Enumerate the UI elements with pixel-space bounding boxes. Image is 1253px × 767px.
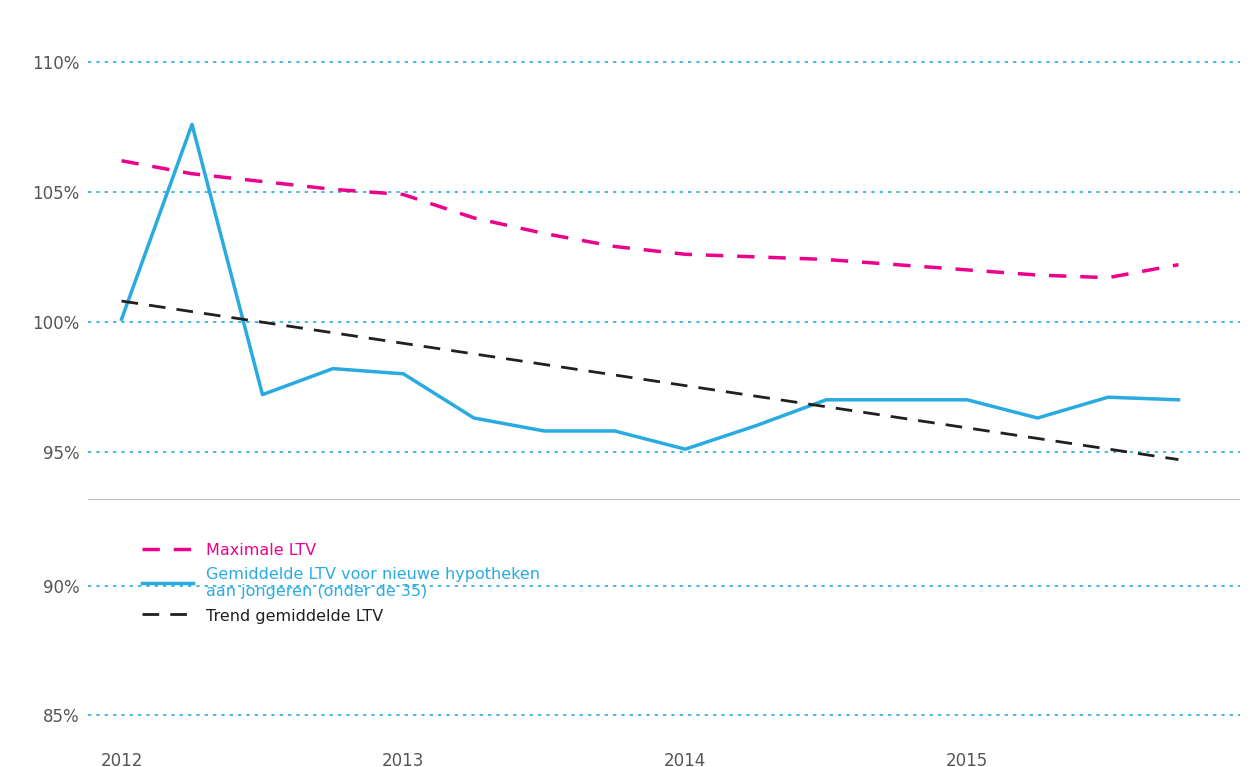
Legend: Maximale LTV, Gemiddelde LTV voor nieuwe hypotheken
aan jongeren (onder de 35), : Maximale LTV, Gemiddelde LTV voor nieuwe… xyxy=(142,542,540,624)
